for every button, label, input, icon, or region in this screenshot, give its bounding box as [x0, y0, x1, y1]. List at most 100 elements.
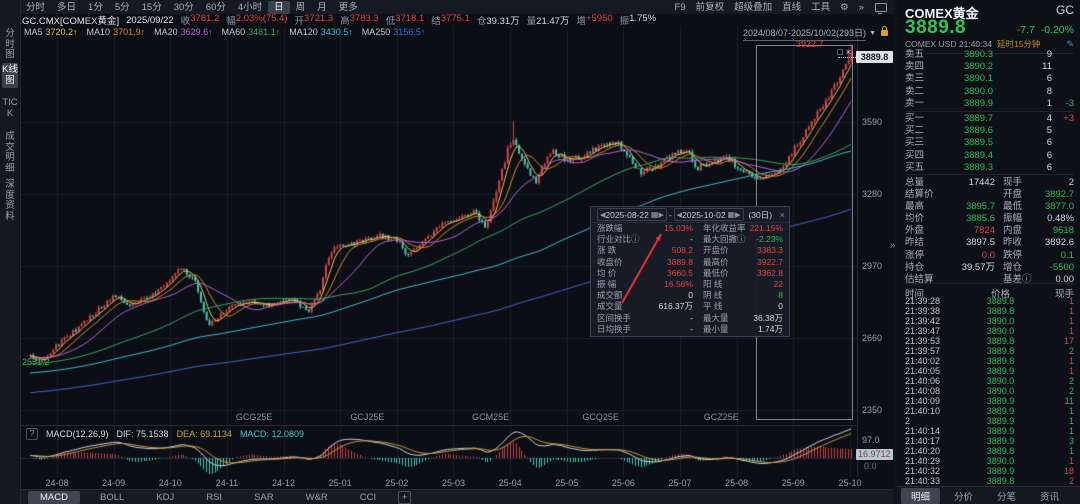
chevron-down-icon[interactable]: ▼ [869, 29, 876, 37]
indicator-tab-BOLL[interactable]: BOLL [99, 492, 125, 503]
sidebar-item-深度资料[interactable]: 深度资料 [5, 179, 15, 222]
trade-row: 21:39:42 3890.0 1 [905, 316, 1074, 326]
date-to[interactable]: 2025-10-02 [682, 209, 726, 220]
period-tab-更多[interactable]: 更多 [338, 1, 358, 13]
sidebar-item-K线图[interactable]: K线图 [2, 63, 18, 88]
trade-volume: 1 [1068, 296, 1074, 306]
popup-value: -2.23% [756, 234, 783, 245]
period-tab-15分[interactable]: 15分 [141, 1, 162, 13]
period-tab-1分[interactable]: 1分 [88, 1, 103, 13]
ask-row: 卖五 3890.3 9 [905, 49, 1074, 61]
date-from[interactable]: 2025-08-22 [605, 209, 649, 220]
date-to-chip[interactable]: ◀ 2025-10-02 ▦ ▶ [673, 208, 744, 221]
lock-icon[interactable] [881, 26, 888, 36]
sidebar-item-TICK[interactable]: TICK [2, 97, 18, 119]
popup-value: 616.37万 [658, 301, 694, 312]
price-axis[interactable]: 3590 3280 2970 2660 2350 [857, 26, 894, 424]
period-tab-30分[interactable]: 30分 [173, 1, 194, 13]
trade-price: 3889.8 [986, 306, 1015, 316]
date-range-text[interactable]: 2024/08/07-2025/10/02(293日) [742, 26, 867, 41]
tool-直线[interactable]: 直线 [782, 1, 802, 13]
trade-price: 3890.0 [986, 376, 1015, 386]
collapse-handle-icon[interactable]: » [890, 240, 896, 251]
trade-row: 21:40:33 3889.8 2 [905, 476, 1074, 486]
help-icon[interactable]: ? [26, 428, 38, 440]
indicator-tab-CCI[interactable]: CCI [359, 492, 377, 503]
info-value: 3718.1 [395, 14, 425, 24]
selection-resize-icon[interactable]: □ [837, 47, 843, 57]
tool-超级叠加[interactable]: 超级叠加 [734, 1, 773, 13]
popup-rows: 涨跌幅 15.03% 年化收益率 221.15% 行业对比ⓘ - 最大回撤ⓘ -2.23% 涨 … [591, 223, 789, 335]
ma-label: MA250 [361, 27, 391, 37]
date-range-control[interactable]: 2024/08/07-2025/10/02(293日) ▼ [742, 26, 888, 41]
ts-header-col: 价格 [990, 289, 1010, 300]
stat-value: 2 [1068, 177, 1074, 188]
ma-value: 3629.6↑ [180, 27, 213, 37]
panel-divider[interactable]: » [890, 0, 897, 504]
popup-close-icon[interactable]: × [779, 209, 785, 220]
ask-row: 卖三 3890.1 6 [905, 73, 1074, 85]
quote-tab-明细[interactable]: 明细 [901, 488, 941, 504]
quote-tabbar: 明细 分价 分笔 资讯 [897, 486, 1080, 504]
quote-code: GC [1056, 3, 1074, 17]
period-tab-4小时[interactable]: 4小时 [237, 1, 263, 13]
period-tab-月[interactable]: 月 [317, 1, 327, 13]
period-tab-60分[interactable]: 60分 [205, 1, 226, 13]
popup-value: 3889.8 [667, 256, 693, 267]
period-tab-多日[interactable]: 多日 [57, 1, 77, 13]
indicator-tab-KDJ[interactable]: KDJ [156, 492, 175, 503]
book-level-label: 卖一 [905, 97, 925, 109]
popup-value: 3383.3 [757, 245, 783, 256]
monitor-icon[interactable] [875, 2, 887, 14]
add-indicator-icon[interactable]: + [398, 491, 412, 504]
info-value: 39.31万 [486, 16, 520, 26]
popup-value: 0 [778, 301, 783, 312]
period-tab-周[interactable]: 周 [295, 1, 306, 13]
next-icon[interactable]: ▶ [658, 211, 664, 219]
indicator-tab-MACD[interactable]: MACD [28, 491, 80, 504]
book-price: 3889.7 [963, 112, 993, 124]
stat-row: 均价 3885.6 振幅 0.48% [905, 213, 1074, 225]
selection-close-icon[interactable]: × [845, 47, 851, 57]
popup-row: 均 价 3660.5 最低价 3362.8 [591, 268, 789, 279]
ma-value: 3156.5↑ [393, 27, 426, 37]
indicator-tab-SAR[interactable]: SAR [254, 492, 274, 503]
quote-tab-分价[interactable]: 分价 [954, 492, 974, 503]
period-tab-5分[interactable]: 5分 [114, 1, 130, 13]
book-price: 3890.0 [963, 85, 993, 97]
tool-前复权[interactable]: 前复权 [695, 1, 725, 13]
indicator-tab-RSI[interactable]: RSI [206, 492, 223, 503]
trade-volume: 2 [1068, 346, 1074, 356]
popup-label: 最低价 [703, 267, 729, 278]
time-tick: 24-11 [215, 478, 239, 488]
tool-F9[interactable]: F9 [674, 1, 686, 13]
time-tick: 24-10 [158, 478, 182, 488]
indicator-tab-W&R[interactable]: W&R [305, 492, 328, 503]
pencil-icon[interactable]: ✎ [1066, 38, 1074, 49]
gear-icon[interactable]: ⚙ [840, 1, 849, 13]
tool-工具[interactable]: 工具 [811, 1, 831, 13]
popup-label: 成交量 [597, 301, 623, 312]
date-from-chip[interactable]: ◀ 2025-08-22 ▦ ▶ [597, 208, 667, 221]
more-tools-icon[interactable]: » [858, 1, 864, 13]
book-level-label: 买二 [905, 125, 925, 137]
calendar-icon[interactable]: ▦ [727, 210, 736, 219]
prev-icon[interactable]: ◀ [600, 211, 606, 219]
macd-pane[interactable] [20, 425, 857, 478]
ma-label: MA20 [154, 27, 178, 37]
quote-tab-分笔[interactable]: 分笔 [997, 492, 1017, 503]
time-tick: 25-06 [611, 478, 635, 488]
book-level-label: 卖四 [905, 61, 925, 73]
quote-tab-资讯[interactable]: 资讯 [1040, 492, 1060, 503]
book-delta: -3 [1065, 97, 1074, 109]
period-tab-日[interactable]: 日 [268, 0, 290, 14]
macd-canvas[interactable] [20, 426, 857, 477]
sidebar-item-成交明细[interactable]: 成交明细 [5, 131, 15, 174]
info-label: 高 [340, 16, 350, 26]
prev-icon[interactable]: ◀ [676, 211, 683, 219]
sidebar-item-分时图[interactable]: 分时图 [5, 28, 15, 60]
period-tab-分时[interactable]: 分时 [26, 1, 46, 13]
trade-row: 21:39:28 3889.8 1 [905, 296, 1074, 306]
calendar-icon[interactable]: ▦ [650, 210, 659, 219]
next-icon[interactable]: ▶ [735, 211, 741, 219]
